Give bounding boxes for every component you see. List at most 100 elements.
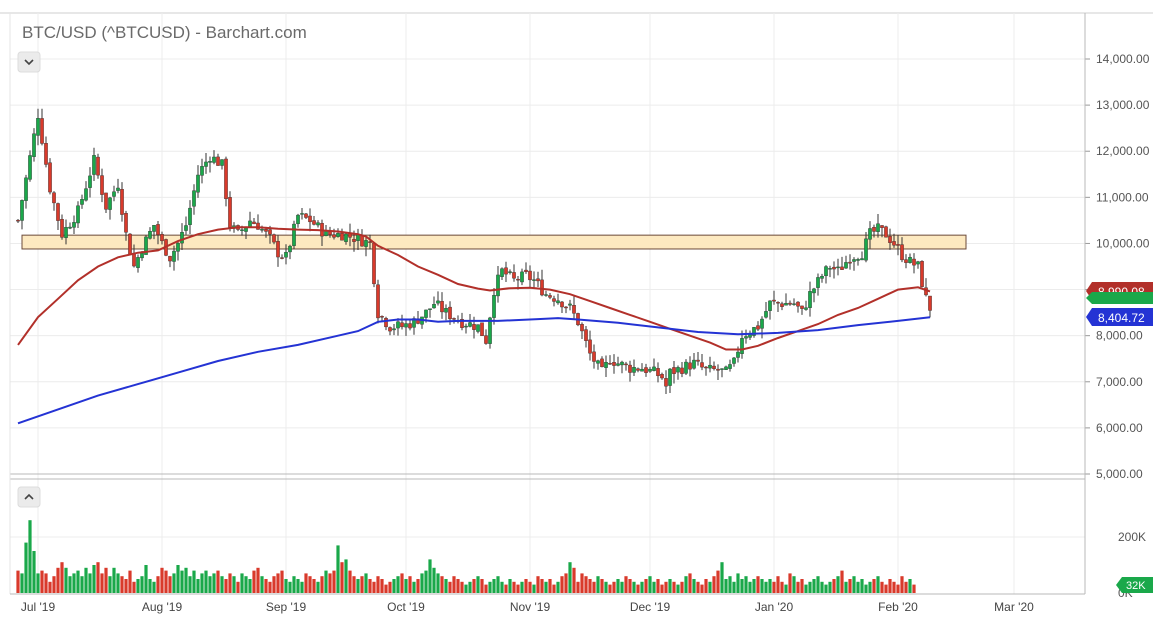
candle-body — [472, 324, 476, 330]
candle-body — [800, 305, 804, 309]
volume-bar — [752, 579, 756, 593]
volume-bar — [452, 576, 456, 593]
candle-body — [88, 175, 92, 188]
volume-bar — [908, 579, 912, 593]
candle-body — [896, 244, 900, 246]
volume-bar — [20, 573, 24, 593]
volume-bar — [840, 570, 844, 593]
volume-bar — [620, 581, 624, 593]
volume-bar — [492, 579, 496, 593]
candle-body — [100, 175, 104, 195]
volume-bar — [28, 520, 32, 593]
candle-body — [156, 224, 160, 236]
candle-body — [196, 174, 200, 193]
candle-body — [884, 226, 888, 238]
volume-bar — [872, 579, 876, 593]
candle-body — [308, 215, 312, 223]
volume-bar — [280, 570, 284, 593]
volume-bar — [704, 579, 708, 593]
volume-bar — [252, 570, 256, 593]
collapse-price-button[interactable] — [17, 51, 41, 73]
candle-body — [480, 322, 484, 337]
candle-body — [92, 155, 96, 175]
volume-bar — [756, 576, 760, 593]
volume-bar — [792, 576, 796, 593]
volume-bar — [48, 581, 52, 593]
volume-bar — [388, 581, 392, 593]
volume-bar — [724, 579, 728, 593]
volume-bar — [216, 570, 220, 593]
volume-bar — [524, 579, 528, 593]
volume-bar — [276, 573, 280, 593]
candle-body — [652, 366, 656, 371]
volume-bar — [740, 579, 744, 593]
candle-body — [720, 368, 724, 370]
volume-bar — [576, 581, 580, 593]
candle-body — [908, 257, 912, 263]
candle-body — [812, 288, 816, 294]
candle-body — [488, 317, 492, 344]
candle-body — [724, 366, 728, 370]
volume-bar — [836, 576, 840, 593]
candle-body — [608, 363, 612, 365]
candle-body — [252, 221, 256, 225]
price-tick-label: 11,000.00 — [1096, 190, 1149, 204]
volume-bar — [180, 570, 184, 593]
volume-bar — [744, 576, 748, 593]
collapse-volume-button[interactable] — [17, 486, 41, 508]
volume-bar — [612, 581, 616, 593]
volume-bar — [748, 581, 752, 593]
candle-body — [328, 231, 332, 235]
volume-bar — [556, 581, 560, 593]
volume-bar — [804, 584, 808, 593]
candle-body — [448, 306, 452, 320]
candle-body — [64, 227, 68, 238]
volume-bar — [108, 576, 112, 593]
candle-body — [716, 368, 720, 371]
volume-bar — [684, 576, 688, 593]
candle-body — [340, 233, 344, 241]
volume-bar — [416, 579, 420, 593]
date-tick-label: Mar '20 — [994, 600, 1034, 614]
price-tick-label: 7,000.00 — [1096, 375, 1143, 389]
volume-bar — [584, 576, 588, 593]
candle-body — [76, 205, 80, 224]
volume-bar — [896, 584, 900, 593]
candle-body — [28, 155, 32, 180]
date-tick-label: Aug '19 — [142, 600, 183, 614]
candle-body — [268, 229, 272, 235]
volume-bar — [544, 581, 548, 593]
volume-bar — [124, 579, 128, 593]
candle-body — [668, 368, 672, 386]
volume-bar — [636, 584, 640, 593]
volume-bar — [64, 567, 68, 593]
volume-bar — [456, 579, 460, 593]
volume-bar — [176, 565, 180, 593]
candle-body — [640, 368, 644, 372]
candle-body — [304, 213, 308, 218]
volume-bar — [360, 576, 364, 593]
volume-bar — [172, 573, 176, 593]
candle-body — [272, 234, 276, 243]
candle-body — [80, 199, 84, 205]
volume-bar — [136, 579, 140, 593]
candle-body — [124, 212, 128, 233]
candle-body — [820, 276, 824, 279]
volume-bar — [300, 581, 304, 593]
volume-bar — [52, 576, 56, 593]
volume-bar — [128, 570, 132, 593]
volume-bar — [512, 581, 516, 593]
date-tick-label: Nov '19 — [510, 600, 551, 614]
candle-body — [860, 258, 864, 261]
volume-bar — [308, 576, 312, 593]
volume-bar — [528, 581, 532, 593]
candle-body — [256, 222, 260, 230]
candle-body — [168, 255, 172, 262]
date-tick-label: Sep '19 — [266, 600, 307, 614]
candle-body — [388, 327, 392, 332]
candle-body — [784, 303, 788, 306]
candle-body — [892, 241, 896, 246]
candle-body — [52, 192, 56, 204]
